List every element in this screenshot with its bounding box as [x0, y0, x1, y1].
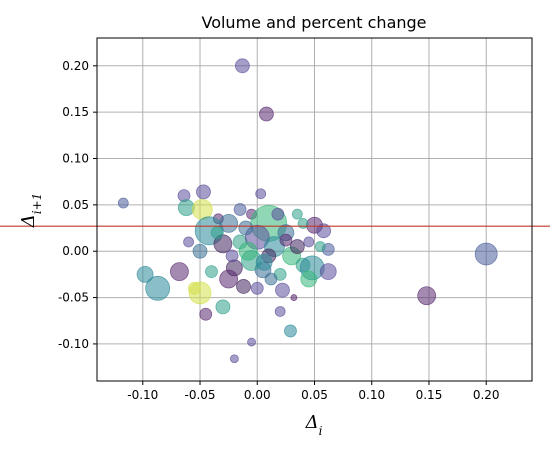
scatter-point: [284, 324, 297, 338]
scatter-point: [238, 220, 254, 236]
scatter-point: [303, 236, 315, 248]
scatter-point: [192, 243, 208, 259]
scatter-point: [291, 208, 303, 220]
scatter-point: [196, 184, 211, 200]
scatter-point: [289, 239, 305, 254]
scatter-point: [314, 241, 326, 252]
x-tick-label: -0.10: [127, 388, 158, 402]
scatter-point: [136, 265, 154, 283]
y-tick-label: 0.10: [62, 152, 89, 166]
grid: [97, 38, 532, 381]
scatter-point: [290, 294, 298, 301]
scatter-point: [236, 279, 251, 294]
y-tick-label: 0.00: [62, 244, 89, 258]
scatter-point: [271, 207, 285, 221]
scatter-point: [183, 236, 194, 248]
y-tick-label: -0.10: [58, 337, 89, 351]
scatter-point: [233, 203, 247, 216]
scatter-point: [117, 197, 129, 209]
scatter-point: [300, 270, 318, 288]
x-tick-label: 0.00: [244, 388, 271, 402]
scatter-point: [170, 262, 189, 282]
scatter-point: [205, 265, 218, 279]
scatter-point: [275, 282, 290, 298]
scatter-point: [177, 199, 195, 217]
scatter-point: [417, 286, 437, 306]
x-tick-label: 0.10: [358, 388, 385, 402]
x-axis-ticks: -0.10 -0.05 0.00 0.05 0.10 0.15 0.20: [127, 381, 500, 402]
x-tick-label: 0.15: [416, 388, 443, 402]
x-axis-label: Δi: [305, 412, 323, 438]
scatter-point: [297, 218, 309, 229]
scatter-point: [238, 241, 258, 261]
scatter-point: [255, 188, 267, 200]
scatter-point: [145, 275, 171, 301]
scatter-point: [319, 263, 337, 281]
scatter-point: [255, 253, 273, 271]
scatter-point: [247, 337, 256, 347]
scatter-point: [259, 106, 274, 122]
x-tick-label: 0.05: [301, 388, 328, 402]
y-axis-ticks: -0.10 -0.05 0.00 0.05 0.10 0.15 0.20: [58, 59, 97, 351]
y-tick-label: 0.05: [62, 198, 89, 212]
y-tick-label: 0.15: [62, 105, 89, 119]
scatter-point: [264, 272, 278, 286]
scatter-point: [234, 58, 250, 74]
chart-title: Volume and percent change: [201, 13, 426, 32]
scatter-point: [187, 281, 201, 295]
scatter-point: [274, 306, 286, 317]
y-axis-label: Δi+1: [18, 193, 44, 229]
scatter-point: [219, 214, 239, 233]
scatter-point: [199, 307, 213, 321]
y-tick-label: -0.05: [58, 291, 89, 305]
y-tick-label: 0.20: [62, 59, 89, 73]
scatter-point: [215, 299, 231, 315]
scatter-point: [210, 226, 224, 240]
scatter-point: [316, 223, 332, 239]
x-tick-label: 0.20: [473, 388, 500, 402]
scatter-point: [250, 281, 264, 295]
x-tick-label: -0.05: [184, 388, 215, 402]
scatter-point: [279, 233, 293, 247]
scatter-point: [229, 354, 239, 364]
scatter-point: [219, 269, 239, 289]
scatter-points: [117, 58, 498, 364]
scatter-point: [474, 242, 498, 266]
scatter-point: [225, 249, 239, 263]
